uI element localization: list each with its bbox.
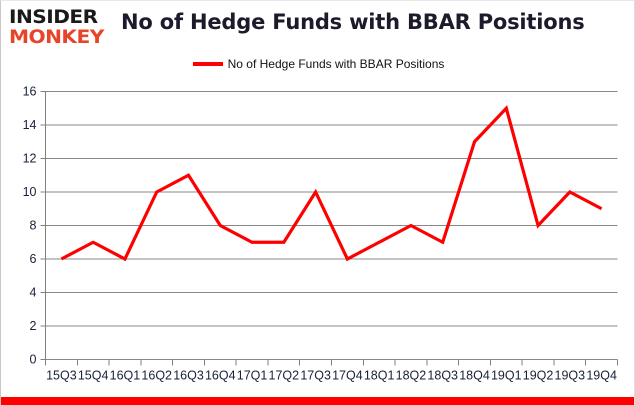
logo-text-monkey: MONKEY [9, 26, 104, 48]
x-tick-label: 18Q1 [364, 369, 395, 383]
y-tick-label: 14 [23, 118, 37, 132]
x-tick-label: 16Q3 [173, 369, 204, 383]
bottom-accent-bar [1, 397, 634, 405]
x-tick-label: 16Q2 [141, 369, 172, 383]
y-tick-label: 2 [30, 319, 37, 333]
legend-item: No of Hedge Funds with BBAR Positions [192, 57, 445, 71]
x-tick-label: 18Q4 [459, 369, 490, 383]
x-tick-label: 15Q3 [46, 369, 77, 383]
x-tick-label: 19Q1 [491, 369, 522, 383]
y-axis-labels: 0 2 4 6 8 10 12 14 16 [23, 84, 37, 366]
y-tick-label: 12 [23, 151, 37, 165]
x-tick-label: 16Q1 [110, 369, 141, 383]
x-tick-label: 18Q3 [427, 369, 458, 383]
x-tick-label: 15Q4 [78, 369, 109, 383]
y-tick-label: 0 [30, 352, 37, 366]
y-tick-label: 10 [23, 185, 37, 199]
chart-header: INSIDER MONKEY No of Hedge Funds with BB… [1, 1, 634, 53]
x-tick-label: 19Q3 [555, 369, 586, 383]
y-tick-label: 8 [30, 218, 37, 232]
x-tick-label: 19Q4 [586, 369, 617, 383]
axis-ticks [40, 91, 618, 366]
chart-legend: No of Hedge Funds with BBAR Positions [1, 57, 634, 71]
x-tick-label: 17Q4 [332, 369, 363, 383]
x-tick-label: 19Q2 [523, 369, 554, 383]
y-tick-label: 6 [30, 252, 37, 266]
x-tick-label: 17Q2 [269, 369, 300, 383]
series-line-0 [60, 105, 603, 262]
x-axis-labels: 15Q3 15Q4 16Q1 16Q2 16Q3 16Q4 17Q1 17Q2 17Q3 17Q4… [46, 369, 617, 383]
legend-line-swatch [192, 62, 223, 66]
x-tick-label: 17Q3 [300, 369, 331, 383]
y-tick-label: 4 [30, 285, 37, 299]
y-tick-label: 16 [23, 84, 37, 98]
data-series [60, 105, 603, 262]
insider-monkey-logo: INSIDER MONKEY [9, 8, 117, 48]
x-tick-label: 17Q1 [237, 369, 268, 383]
legend-label: No of Hedge Funds with BBAR Positions [227, 57, 445, 71]
x-tick-label: 18Q2 [396, 369, 427, 383]
page-title: No of Hedge Funds with BBAR Positions [121, 10, 585, 34]
logo-text-insider: INSIDER [9, 6, 98, 28]
x-tick-label: 16Q4 [205, 369, 236, 383]
